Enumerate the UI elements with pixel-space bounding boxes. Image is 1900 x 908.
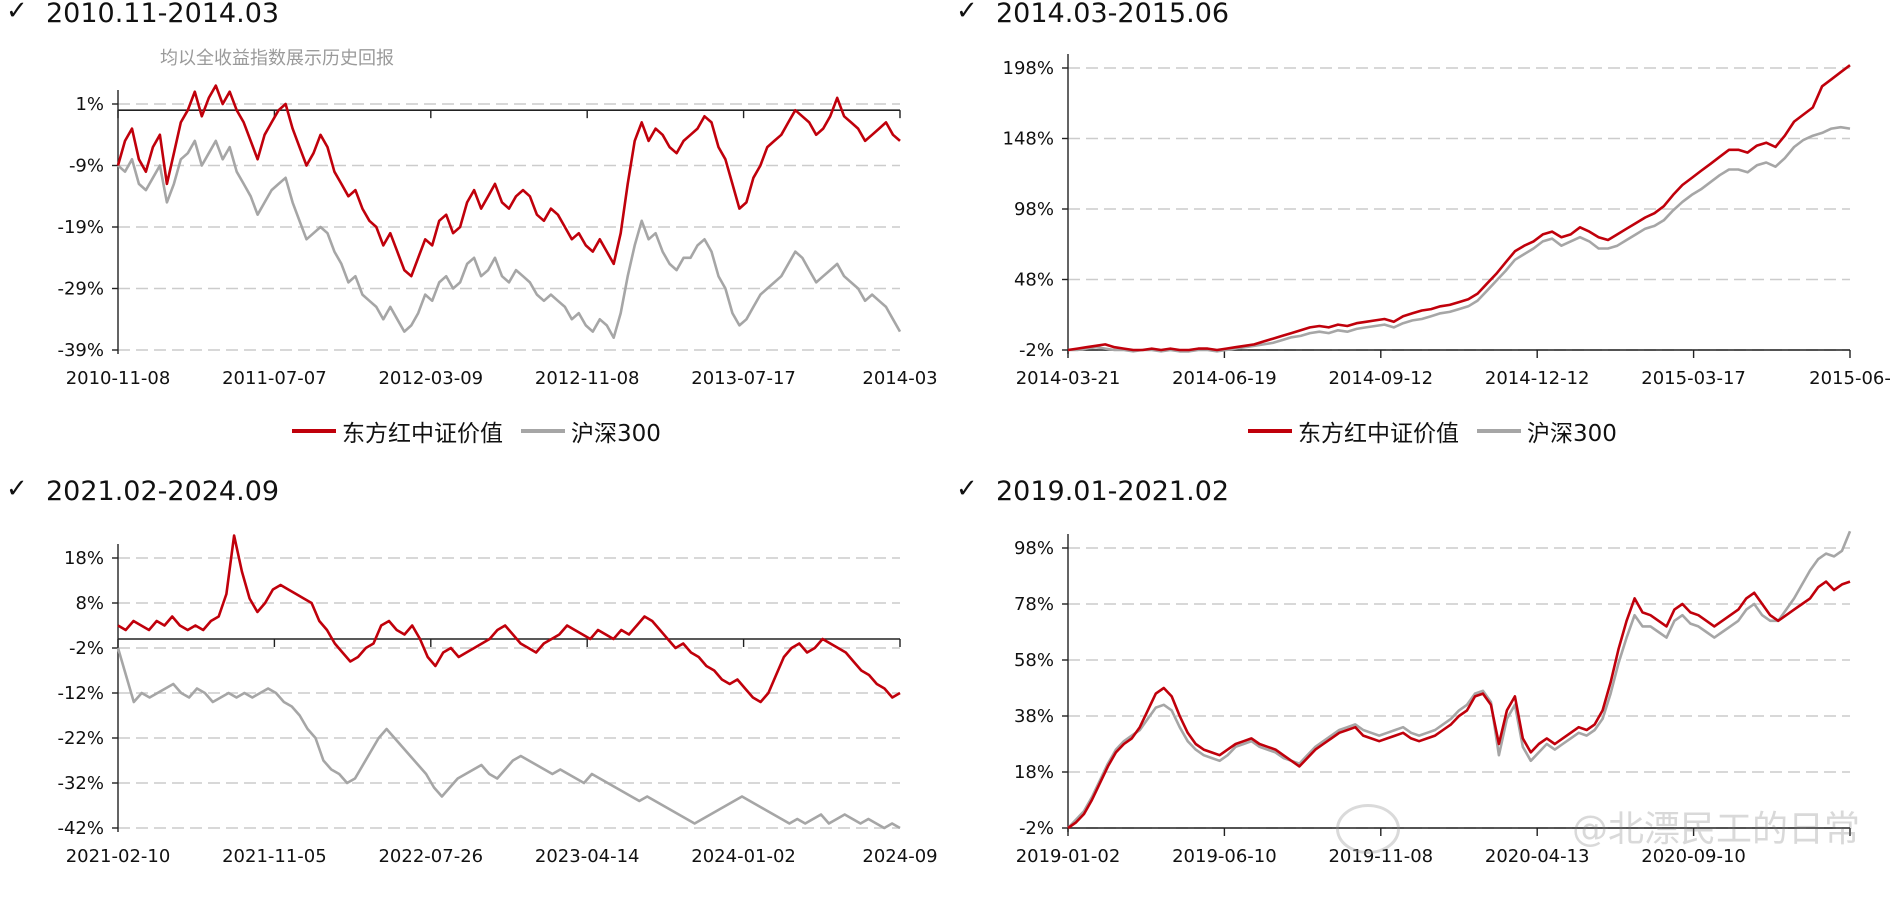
y-tick-label: 198%: [1003, 58, 1054, 79]
y-tick-label: -12%: [57, 683, 104, 704]
y-tick-label: 1%: [75, 94, 104, 115]
line-chart: 18% 8% -2% -12% -22% -32% -42% 2021-02-10 2021-1…: [57, 534, 938, 867]
check-icon: ✓: [6, 0, 28, 26]
y-tick-label: 18%: [64, 548, 104, 569]
series-line: [117, 534, 901, 704]
x-tick-label: 2019-06-10: [1172, 846, 1277, 867]
watermark-text: @北漂民工的日常: [1571, 809, 1860, 850]
series-line: [1067, 64, 1851, 352]
chart-panel-1: ✓ 2010.11-2014.03 均以全收益指数展示历史回报 1% -9% -19…: [0, 0, 938, 447]
chart-legend: 东方红中证价值 沪深300: [1248, 414, 1635, 448]
x-tick-label: 2011-07-07: [222, 368, 327, 389]
y-tick-label: 48%: [1014, 270, 1054, 291]
chart-title: 2019.01-2021.02: [996, 476, 1230, 507]
x-tick-label: 2014-06-19: [1172, 368, 1277, 389]
x-tick-label: 2014-12-12: [1485, 368, 1590, 389]
line-chart: 1% -9% -19% -29% -39% 2010-11-08 2011-07-07 201…: [57, 84, 938, 389]
series-line: [1068, 125, 1851, 353]
y-tick-label: -32%: [57, 773, 104, 794]
chart-title: 2010.11-2014.03: [46, 0, 280, 29]
legend-label: 东方红中证价值: [342, 421, 503, 447]
check-icon: ✓: [6, 474, 28, 504]
x-tick-label: 2012-11-08: [535, 368, 640, 389]
x-tick-label: 2024-09: [862, 846, 937, 867]
check-icon: ✓: [956, 474, 978, 504]
x-tick-label: 2012-03-09: [378, 368, 483, 389]
x-tick-label: 2020-04-13: [1485, 846, 1590, 867]
series-line: [117, 139, 902, 339]
y-tick-label: -2%: [1019, 818, 1054, 839]
y-tick-label: 148%: [1003, 129, 1054, 150]
legend-swatch-gray: [1477, 429, 1521, 433]
legend-label: 沪深300: [571, 421, 661, 447]
y-tick-label: 78%: [1014, 594, 1054, 615]
y-tick-label: -9%: [69, 156, 104, 177]
x-tick-label: 2014-03: [862, 368, 937, 389]
line-chart: 98% 78% 58% 38% 18% -2% 2019-01-02 2019-06-10 20…: [1014, 530, 1852, 867]
check-icon: ✓: [956, 0, 978, 26]
chart-panel-2: ✓ 2014.03-2015.06 198% 148% 98% 48% -2% 2014-…: [950, 0, 1891, 447]
x-tick-label: 2023-04-14: [535, 846, 640, 867]
x-tick-label: 2015-06-: [1809, 368, 1891, 389]
y-tick-label: 38%: [1014, 706, 1054, 727]
y-tick-label: -19%: [57, 217, 104, 238]
series-line: [116, 84, 901, 278]
series-line: [1067, 580, 1851, 830]
x-tick-label: 2020-09-10: [1641, 846, 1746, 867]
y-tick-label: -42%: [57, 818, 104, 839]
series-line: [1067, 530, 1852, 829]
y-tick-label: -2%: [1019, 340, 1054, 361]
x-tick-label: 2010-11-08: [66, 368, 171, 389]
legend-item: 东方红中证价值: [292, 414, 503, 448]
series-line: [116, 647, 901, 830]
chart-legend: 东方红中证价值 沪深300: [292, 414, 679, 448]
legend-item: 沪深300: [521, 414, 661, 448]
x-tick-label: 2021-02-10: [66, 846, 171, 867]
x-tick-label: 2024-01-02: [691, 846, 796, 867]
x-tick-label: 2015-03-17: [1641, 368, 1746, 389]
y-tick-label: 98%: [1014, 199, 1054, 220]
y-tick-label: -39%: [57, 340, 104, 361]
legend-label: 东方红中证价值: [1298, 421, 1459, 447]
chart-title: 2014.03-2015.06: [996, 0, 1230, 29]
y-tick-label: 8%: [75, 593, 104, 614]
chart-annotation: 均以全收益指数展示历史回报: [160, 48, 394, 69]
legend-item: 东方红中证价值: [1248, 414, 1459, 448]
line-chart: 198% 148% 98% 48% -2% 2014-03-21 2014-06-19 201…: [1003, 54, 1891, 389]
weibo-logo-icon: [1336, 804, 1400, 854]
legend-swatch-red: [1248, 429, 1292, 433]
legend-swatch-gray: [521, 429, 565, 433]
chart-panel-3: ✓ 2021.02-2024.09 18% 8% -2% -12% -22% -32% -4…: [0, 474, 938, 908]
y-tick-label: -2%: [69, 638, 104, 659]
x-tick-label: 2022-07-26: [378, 846, 483, 867]
legend-swatch-red: [292, 429, 336, 433]
y-tick-label: -29%: [57, 279, 104, 300]
legend-item: 沪深300: [1477, 414, 1617, 448]
chart-title: 2021.02-2024.09: [46, 476, 280, 507]
y-tick-label: 98%: [1014, 538, 1054, 559]
y-tick-label: -22%: [57, 728, 104, 749]
x-tick-label: 2014-03-21: [1016, 368, 1121, 389]
x-tick-label: 2021-11-05: [222, 846, 327, 867]
x-tick-label: 2014-09-12: [1328, 368, 1433, 389]
legend-label: 沪深300: [1527, 421, 1617, 447]
x-tick-label: 2019-01-02: [1016, 846, 1121, 867]
x-tick-label: 2013-07-17: [691, 368, 796, 389]
chart-panel-4: ✓ 2019.01-2021.02 98% 78% 58% 38% 18% -2% 2019…: [950, 474, 1852, 908]
y-tick-label: 58%: [1014, 650, 1054, 671]
y-tick-label: 18%: [1014, 762, 1054, 783]
